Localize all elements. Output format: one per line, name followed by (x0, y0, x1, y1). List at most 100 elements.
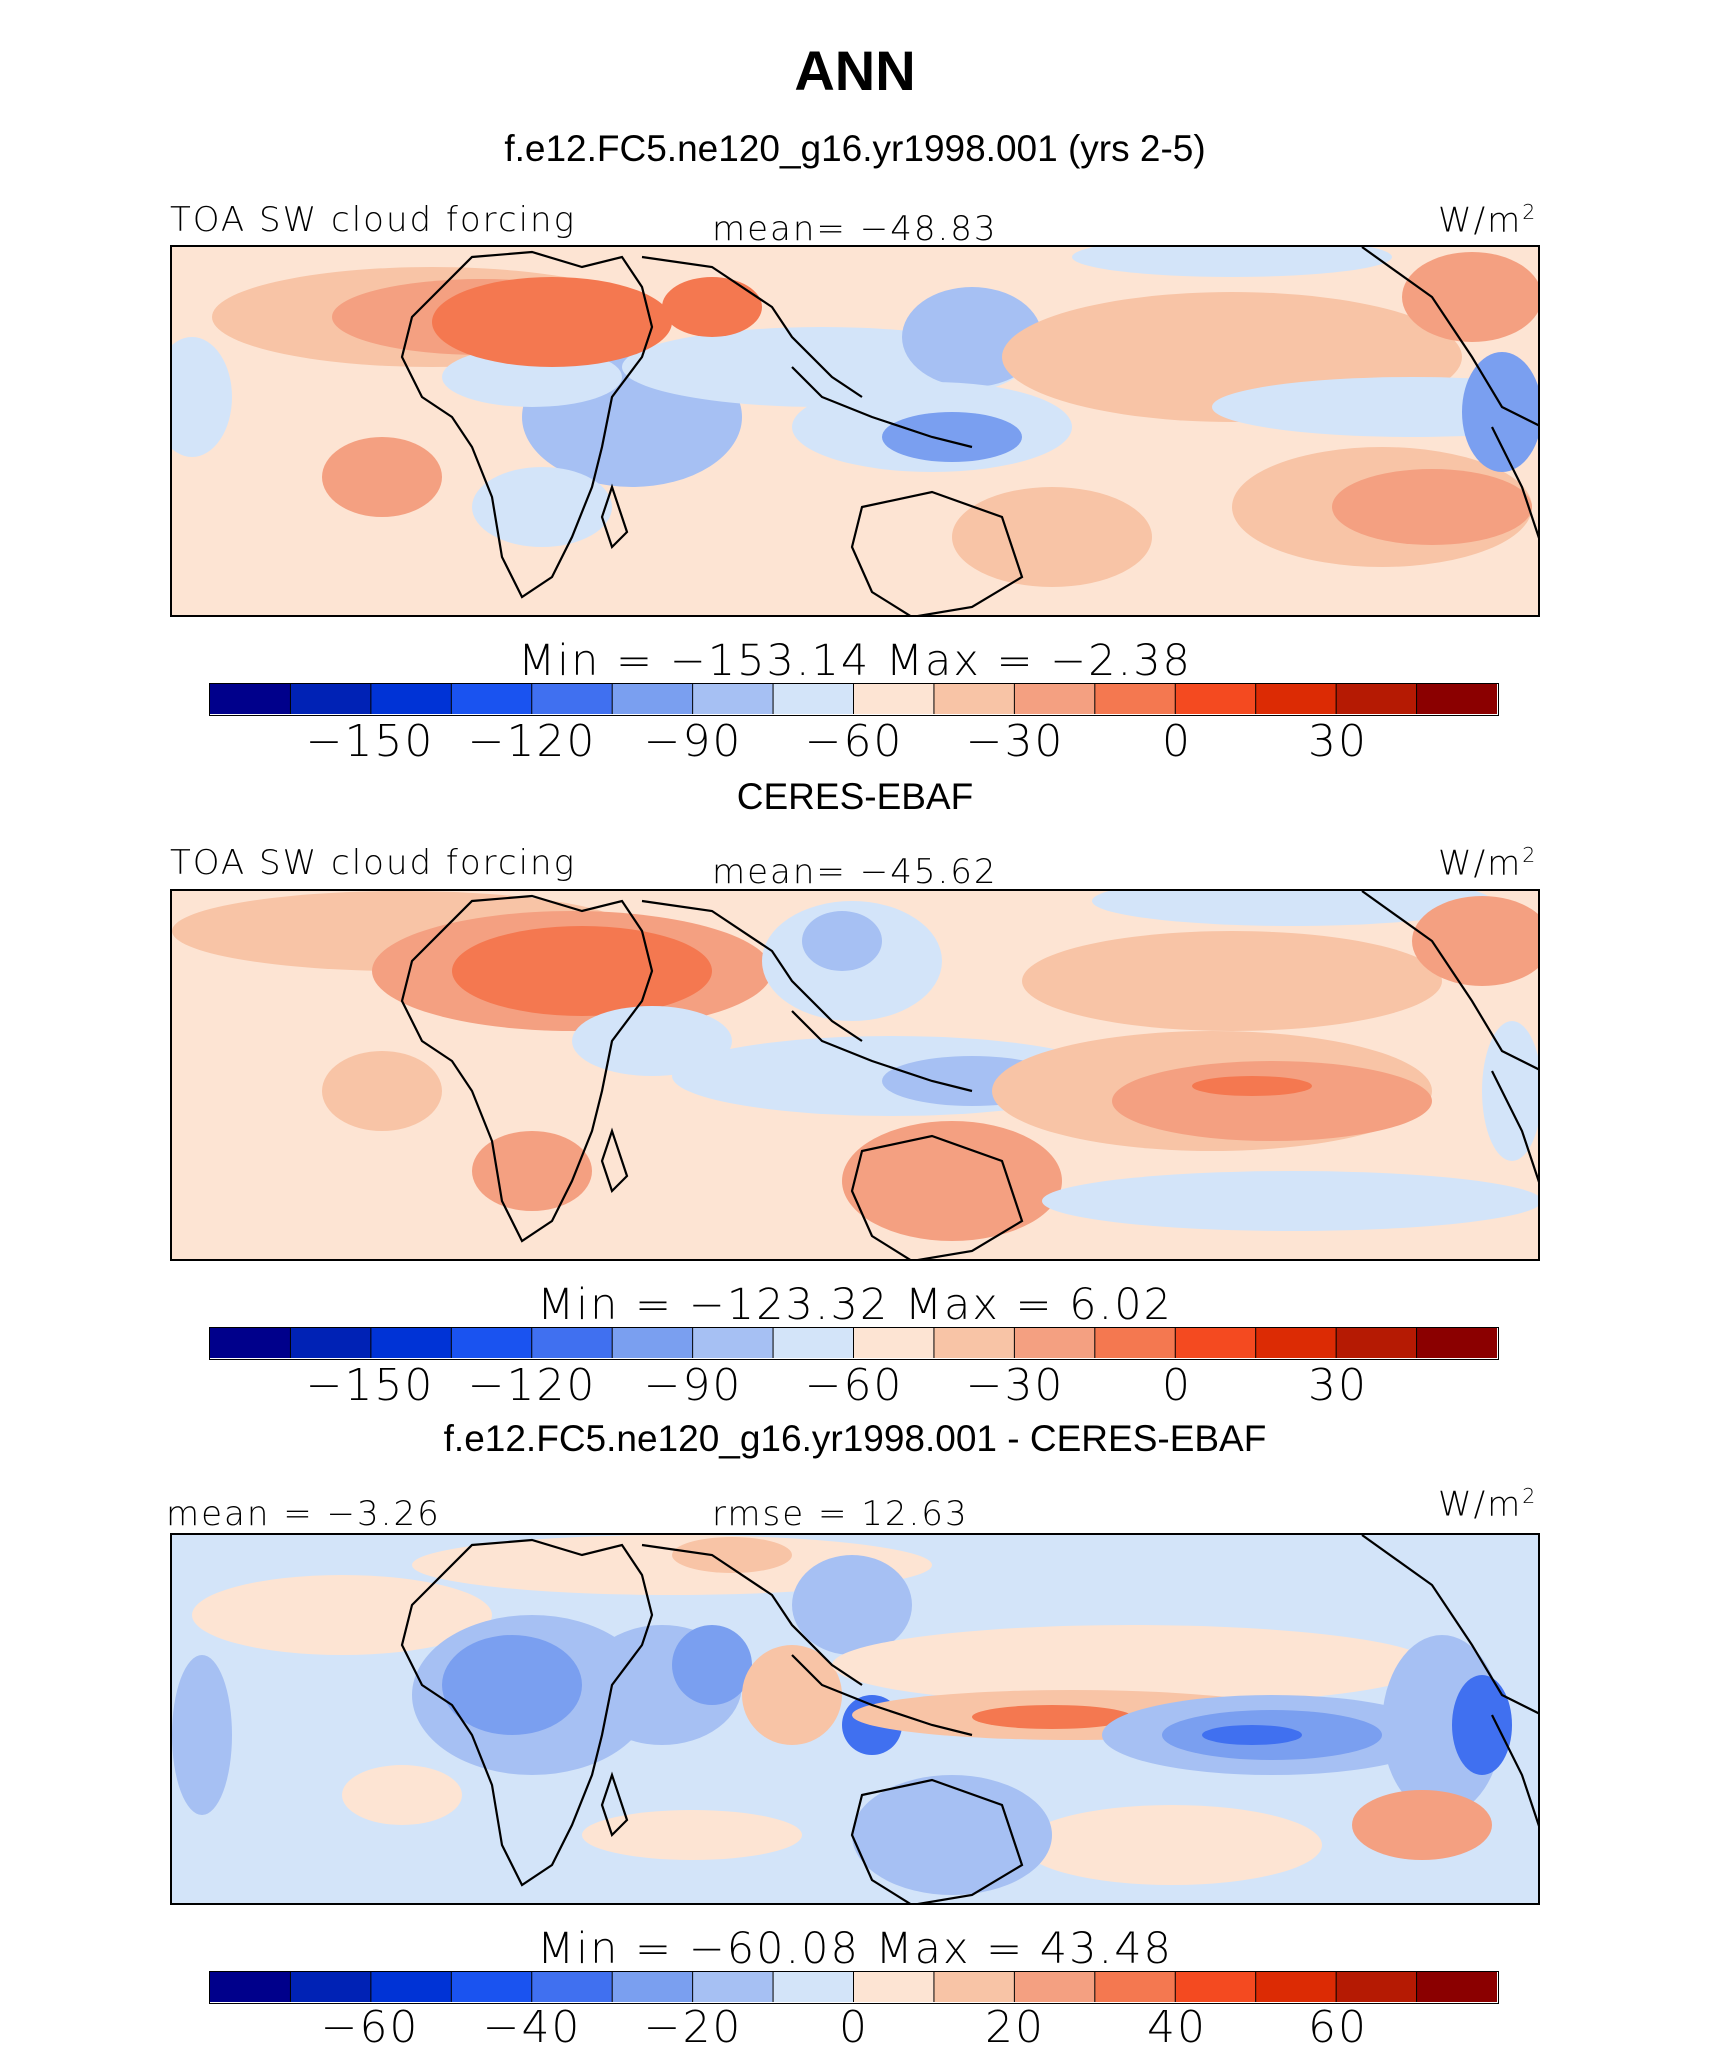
colorbar-swatch (210, 1972, 291, 2002)
coastlines (400, 1535, 1538, 1903)
panel2-subtitle: CERES-EBAF (736, 776, 974, 817)
field-patch (1352, 1790, 1492, 1860)
colorbar-swatch (1175, 1972, 1257, 2002)
panel3-subtitle: f.e12.FC5.ne120_g16.yr1998.001 - CERES-E… (443, 1418, 1267, 1459)
colorbar-swatch (1336, 684, 1418, 714)
colorbar-swatch (692, 1328, 774, 1358)
field-patch (452, 926, 712, 1016)
colorbar-tick-label: 60 (1308, 2002, 1368, 2053)
field-patch (572, 1006, 732, 1076)
colorbar-swatch (933, 684, 1015, 714)
colorbar-swatch (1014, 684, 1096, 714)
field-patch (882, 412, 1022, 462)
colorbar-tick-label: 40 (1147, 2002, 1207, 2053)
colorbar-tick-label: −120 (467, 1360, 597, 1411)
colorbar-swatch (1255, 1972, 1337, 2002)
colorbar-swatch (1175, 1328, 1257, 1358)
colorbar-swatch (451, 1328, 533, 1358)
colorbar-swatch (290, 1972, 372, 2002)
colorbar-tick-label: 0 (1162, 716, 1192, 767)
colorbar-swatch (451, 684, 533, 714)
panel2-colorbar (209, 1327, 1499, 1360)
colorbar-tick-label: −30 (965, 1360, 1065, 1411)
colorbar-swatch (531, 1972, 613, 2002)
field-patch (842, 1121, 1062, 1241)
colorbar-swatch (1416, 1972, 1497, 2002)
colorbar-swatch (1416, 1328, 1497, 1358)
field-patch (432, 277, 672, 367)
field-patch (1412, 896, 1538, 986)
colorbar-tick-label: 0 (1162, 1360, 1192, 1411)
field-patch (582, 1810, 802, 1860)
field-patch (1072, 247, 1392, 277)
panel2-map (170, 889, 1540, 1261)
panel3-rmse-label: rmse = 12.63 (712, 1494, 969, 1534)
field-patch (172, 1655, 232, 1815)
field-patch (1452, 1675, 1512, 1775)
panel1-units: W/m2 (1438, 200, 1537, 240)
panel1-map-svg (172, 247, 1538, 615)
colorbar-swatch (612, 684, 694, 714)
panel3-colorbar-svg (210, 1972, 1497, 2002)
colorbar-swatch (531, 1328, 613, 1358)
field-patch (1022, 931, 1442, 1031)
panel1-mean-label: mean= −48.83 (712, 209, 998, 249)
colorbar-swatch (1094, 1328, 1176, 1358)
panel1-colorbar-svg (210, 684, 1497, 714)
panel3-colorbar-ticks: −60 −40 −20 0 20 40 60 (209, 2002, 1499, 2054)
colorbar-swatch (1255, 1328, 1337, 1358)
panel1-colorbar-ticks: −150 −120 −90 −60 −30 0 30 (209, 716, 1499, 768)
panel2-map-svg (172, 891, 1538, 1259)
panel1-map (170, 245, 1540, 617)
colorbar-tick-label: −60 (320, 2002, 420, 2053)
colorbar-swatch (370, 1972, 452, 2002)
field-patch (1192, 1076, 1312, 1096)
coastlines (400, 247, 1538, 615)
coastlines (400, 891, 1538, 1259)
colorbar-swatch (290, 684, 372, 714)
units-exponent: 2 (1522, 843, 1538, 867)
colorbar-swatch (1336, 1328, 1418, 1358)
panel3-map-svg (172, 1535, 1538, 1903)
panel1-colorbar (209, 683, 1499, 716)
field-patch (322, 1051, 442, 1131)
field-patch (662, 277, 762, 337)
colorbar-swatch (1175, 684, 1257, 714)
colorbar-swatch (612, 1972, 694, 2002)
panel3-map (170, 1533, 1540, 1905)
colorbar-swatch (210, 1328, 291, 1358)
colorbar-swatch (1416, 684, 1497, 714)
colorbar-tick-label: −30 (965, 716, 1065, 767)
colorbar-tick-label: −60 (804, 716, 904, 767)
colorbar-tick-label: −90 (643, 716, 743, 767)
colorbar-tick-label: 20 (985, 2002, 1045, 2053)
field-patch (952, 487, 1152, 587)
field-patch (832, 1625, 1432, 1705)
field-patch (322, 437, 442, 517)
colorbar-swatch (370, 684, 452, 714)
field-patch (672, 1537, 792, 1573)
panel2-colorbar-svg (210, 1328, 1497, 1358)
colorbar-tick-label: −90 (643, 1360, 743, 1411)
units-base: W/m (1438, 200, 1523, 241)
field-patch (672, 1625, 752, 1705)
colorbar-swatch (1094, 684, 1176, 714)
colorbar-tick-label: 0 (839, 2002, 869, 2053)
field-patch (1212, 377, 1538, 437)
colorbar-swatch (853, 1972, 935, 2002)
colorbar-tick-label: −40 (482, 2002, 582, 2053)
colorbar-swatch (290, 1328, 372, 1358)
panel3-colorbar (209, 1971, 1499, 2004)
field-patch (792, 1555, 912, 1655)
field-patch (972, 1705, 1132, 1729)
panel1-min-max: Min = −153.14 Max = −2.38 (518, 636, 1192, 686)
field-patch (742, 1645, 842, 1745)
colorbar-swatch (773, 1972, 854, 2002)
panel2-colorbar-ticks: −150 −120 −90 −60 −30 0 30 (209, 1360, 1499, 1412)
colorbar-swatch (853, 1328, 935, 1358)
colorbar-swatch (1014, 1972, 1096, 2002)
field-patch (1112, 1061, 1432, 1141)
units-exponent: 2 (1522, 1484, 1538, 1508)
panel2-mean-label: mean= −45.62 (712, 852, 998, 892)
field-patch (472, 1131, 592, 1211)
